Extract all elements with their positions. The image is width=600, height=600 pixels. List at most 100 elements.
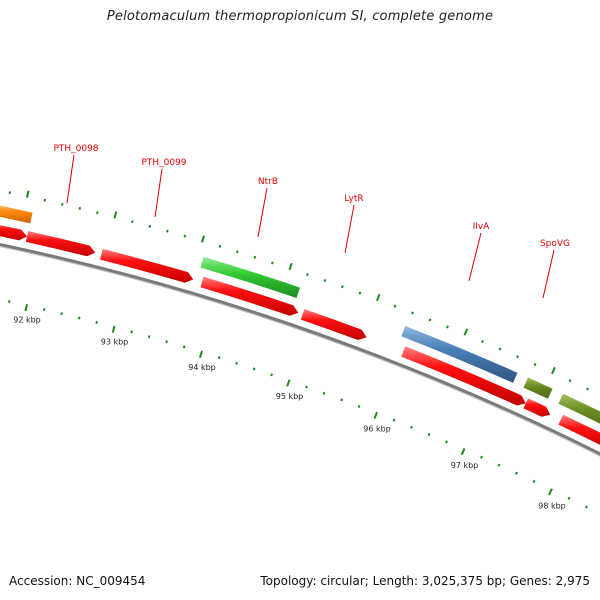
minor-tick [217, 356, 221, 360]
cds-feature[interactable] [300, 309, 367, 341]
minor-tick [340, 398, 343, 402]
minor-tick [306, 273, 309, 277]
minor-tick [567, 496, 571, 500]
leader-line [344, 204, 355, 254]
gene-label[interactable]: LytR [344, 194, 363, 204]
gene-labels: PTH_0098 PTH_0099 NtrB LytR IlvA SpoVG [53, 144, 570, 299]
major-tick [551, 366, 556, 375]
major-tick [373, 411, 378, 419]
minor-tick [235, 361, 238, 365]
minor-tick [497, 463, 501, 467]
major-tick [548, 488, 553, 496]
minor-tick [586, 387, 589, 391]
cds-feature[interactable] [0, 223, 27, 241]
scale-label: 98 kbp [538, 502, 566, 511]
minor-tick [516, 355, 519, 359]
minor-tick [392, 418, 396, 422]
cds-feature[interactable] [100, 248, 194, 283]
minor-tick [358, 291, 362, 295]
minor-tick [253, 255, 257, 259]
minor-tick [480, 455, 483, 459]
accession-text: Accession: NC_009454 [9, 574, 146, 588]
cds-feature[interactable] [25, 231, 96, 257]
map-title: Pelotomaculum thermopropionicum SI, comp… [106, 9, 494, 24]
leader-line [66, 154, 75, 204]
major-tick [201, 235, 205, 243]
gene-label[interactable]: PTH_0099 [141, 158, 186, 168]
minor-tick [446, 325, 449, 329]
major-tick [286, 379, 291, 387]
leader-line [154, 168, 163, 218]
backbone-line [0, 243, 600, 457]
gene-feature[interactable] [0, 203, 33, 224]
gene-label[interactable]: PTH_0098 [53, 144, 98, 154]
gene-feature[interactable] [200, 256, 301, 299]
cds-feature[interactable] [401, 346, 526, 406]
minor-tick [42, 308, 46, 311]
minor-tick [166, 229, 169, 233]
minor-tick [481, 339, 484, 344]
gene-label[interactable]: IlvA [473, 222, 490, 232]
major-tick [198, 350, 203, 358]
minor-tick [532, 479, 536, 483]
major-tick [26, 190, 30, 198]
major-tick [113, 211, 118, 219]
major-tick [111, 325, 116, 333]
minor-tick [410, 425, 413, 429]
gene-label[interactable]: SpoVG [540, 239, 570, 249]
major-tick [24, 303, 28, 312]
cds-feature[interactable] [523, 398, 551, 417]
minor-tick [427, 432, 431, 437]
minor-tick [498, 347, 502, 351]
minor-tick [270, 373, 273, 377]
minor-tick [584, 505, 588, 509]
minor-tick [147, 335, 151, 339]
minor-tick [60, 312, 63, 316]
minor-tick [165, 340, 168, 344]
minor-tick [148, 224, 152, 228]
minor-tick [43, 198, 47, 202]
minor-tick [131, 220, 134, 224]
gene-feature[interactable] [401, 325, 518, 383]
scale-label: 97 kbp [451, 461, 479, 470]
minor-tick [130, 330, 133, 334]
gene-feature[interactable] [523, 377, 553, 399]
major-tick [288, 262, 293, 271]
major-tick [460, 447, 466, 456]
tick-marks: 92 kbp 93 kbp 94 kbp 95 kbp 96 kbp 97 kbp 98 k… [7, 190, 589, 511]
gene-features[interactable] [0, 203, 600, 451]
scale-label: 96 kbp [363, 424, 391, 433]
minor-tick [8, 191, 11, 195]
minor-tick [322, 391, 326, 395]
minor-tick [7, 300, 11, 303]
gene-label[interactable]: NtrB [258, 177, 278, 187]
cds-feature[interactable] [558, 414, 600, 452]
minor-tick [183, 234, 187, 238]
minor-tick [428, 318, 432, 322]
minor-tick [533, 362, 537, 367]
backbone [0, 243, 600, 457]
minor-tick [323, 279, 327, 283]
minor-tick [515, 471, 518, 475]
minor-tick [271, 261, 274, 265]
cds-feature[interactable] [200, 276, 299, 316]
minor-tick [218, 244, 222, 248]
minor-tick [341, 285, 344, 289]
scale-label: 93 kbp [101, 337, 129, 346]
scale-label: 94 kbp [188, 363, 216, 372]
minor-tick [95, 320, 98, 324]
minor-tick [236, 250, 239, 254]
minor-tick [393, 304, 397, 308]
minor-tick [61, 202, 64, 206]
minor-tick [305, 385, 308, 389]
minor-tick [252, 367, 256, 371]
minor-tick [78, 207, 82, 210]
major-tick [376, 293, 381, 302]
minor-tick [568, 379, 572, 383]
minor-tick [411, 311, 414, 315]
leader-line [257, 187, 268, 238]
gene-feature[interactable] [558, 393, 600, 434]
major-tick [463, 328, 469, 336]
minor-tick [357, 404, 361, 408]
